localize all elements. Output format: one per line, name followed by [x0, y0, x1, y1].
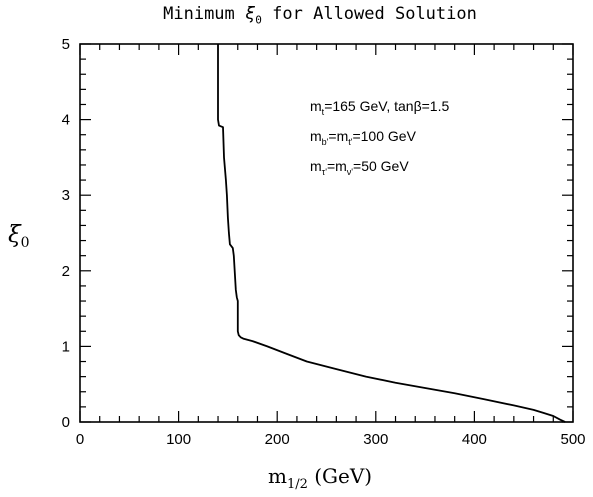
- x-tick-label: 400: [462, 431, 487, 448]
- plot-frame: [79, 43, 574, 423]
- title-main: Minimum: [163, 4, 235, 24]
- y-tick-label: 4: [62, 112, 70, 129]
- x-tick-label: 100: [166, 431, 191, 448]
- series-line-0: [217, 44, 566, 423]
- x-tick-label: 500: [560, 431, 585, 448]
- annotation-line: mτ'=mν'=50 GeV: [310, 158, 409, 177]
- chart-title: Minimum ξ0 for Allowed Solution: [100, 4, 540, 26]
- y-tick-label: 3: [62, 187, 70, 204]
- x-tick-label: 200: [265, 431, 290, 448]
- title-variable: ξ0: [245, 4, 262, 27]
- y-axis-label: ξ0: [8, 222, 30, 251]
- y-tick-label: 2: [62, 263, 70, 280]
- title-rest: for Allowed Solution: [272, 4, 477, 24]
- x-tick-label: 0: [76, 431, 84, 448]
- annotation-line: mt=165 GeV, tanβ=1.5: [310, 98, 450, 117]
- y-tick-label: 5: [62, 36, 70, 53]
- y-tick-label: 1: [62, 338, 70, 355]
- y-tick-label: 0: [62, 414, 70, 431]
- x-tick-label: 300: [363, 431, 388, 448]
- x-axis-label: m1/2 (GeV): [268, 464, 373, 492]
- annotation-line: mb'=mt'=100 GeV: [310, 128, 416, 147]
